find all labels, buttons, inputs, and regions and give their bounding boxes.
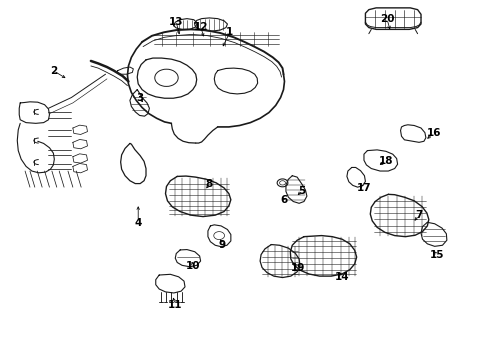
Text: 14: 14 [334,272,348,282]
Text: 19: 19 [290,263,305,273]
Text: 3: 3 [136,93,143,103]
Text: 5: 5 [298,186,305,196]
Text: 9: 9 [219,239,225,249]
Text: 8: 8 [205,179,213,189]
Text: 15: 15 [429,250,444,260]
Text: 18: 18 [378,156,392,166]
Text: 20: 20 [379,14,393,24]
Text: 16: 16 [426,129,440,138]
Text: 4: 4 [134,218,142,228]
Text: 1: 1 [226,27,233,37]
Text: 6: 6 [279,195,286,205]
Text: 2: 2 [50,66,57,76]
Text: 7: 7 [414,210,422,220]
Text: 17: 17 [356,183,370,193]
Text: 13: 13 [169,17,183,27]
Text: 11: 11 [168,300,182,310]
Text: 12: 12 [193,22,207,32]
Text: 10: 10 [185,261,200,271]
